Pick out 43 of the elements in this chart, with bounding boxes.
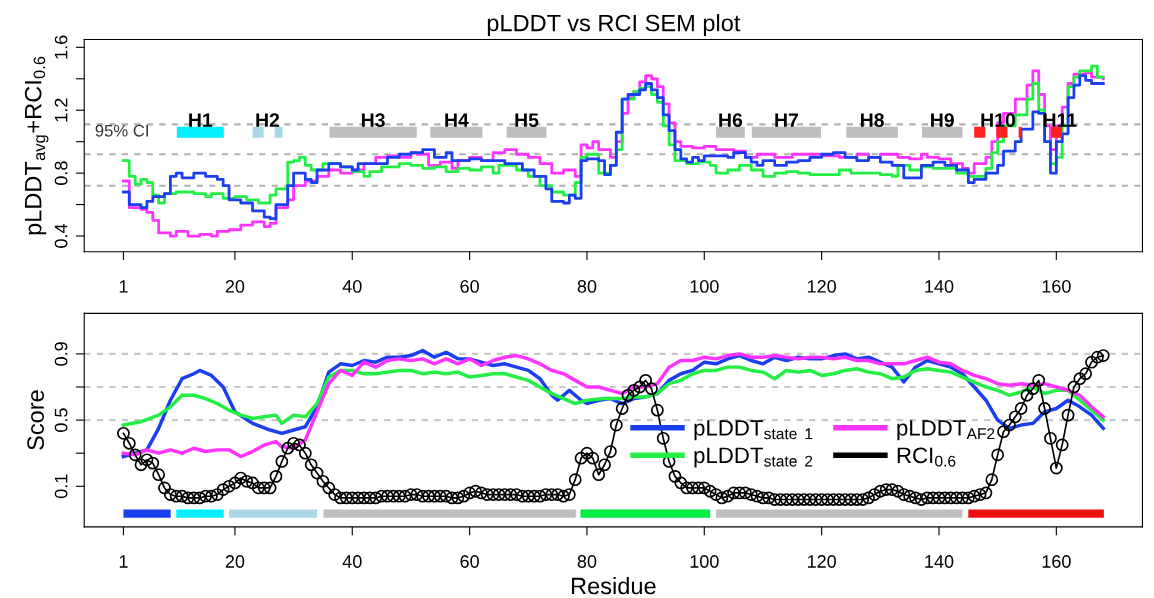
chart-title: pLDDT vs RCI SEM plot: [487, 14, 741, 37]
x-axis-title: Residue: [571, 577, 656, 595]
x-tick-label: 1: [119, 555, 128, 568]
series-label: H9: [931, 113, 954, 128]
series-label: H5: [515, 113, 539, 128]
series-label: H4: [445, 113, 469, 127]
x-tick-label: 100: [690, 280, 719, 293]
x-tick-label: 20: [225, 555, 245, 568]
series-label: H2: [256, 113, 280, 127]
series-label: H1: [189, 113, 213, 127]
series-label: H7: [775, 113, 799, 127]
x-tick-label: 1: [119, 280, 128, 293]
x-tick-label: 80: [577, 280, 597, 293]
y-tick-label: 1.2: [54, 98, 68, 122]
series-label: H3: [361, 113, 385, 128]
ref-line-label: 95% CI: [95, 124, 148, 137]
legend-label: pLDDT$_{state 1}$: [694, 420, 813, 441]
y-tick-label: 0.8: [54, 161, 68, 185]
legend-label: pLDDT$_{state 2}$: [694, 447, 813, 468]
x-tick-label: 120: [807, 280, 836, 293]
y-axis-title: Score: [27, 390, 44, 450]
x-tick-label: 160: [1042, 555, 1071, 568]
x-tick-label: 40: [342, 555, 362, 568]
x-tick-label: 40: [342, 280, 362, 293]
y-axis-title: pLDDT$_{avg}$+RCI$_{0.6}$: [24, 56, 49, 235]
x-tick-label: 160: [1042, 280, 1071, 293]
series-label: H8: [860, 113, 884, 128]
x-tick-label: 140: [925, 555, 954, 568]
x-tick-label: 120: [807, 555, 836, 568]
x-tick-label: 100: [690, 555, 719, 568]
legend-label: RCI$_{0.6}$: [897, 447, 956, 467]
y-tick-label: 0.4: [54, 224, 68, 248]
y-tick-label: 0.9: [54, 342, 68, 366]
x-tick-label: 140: [925, 280, 954, 293]
y-tick-label: 1.6: [54, 35, 68, 59]
x-tick-label: 20: [225, 280, 245, 293]
x-tick-label: 60: [460, 555, 479, 568]
legend-label: pLDDT$_{AF2}$: [897, 420, 995, 441]
y-tick-label: 0.5: [54, 408, 68, 432]
x-tick-label: 60: [460, 280, 479, 293]
x-tick-label: 80: [577, 555, 597, 568]
series-label: H6: [719, 113, 743, 128]
y-tick-label: 0.1: [54, 474, 68, 499]
